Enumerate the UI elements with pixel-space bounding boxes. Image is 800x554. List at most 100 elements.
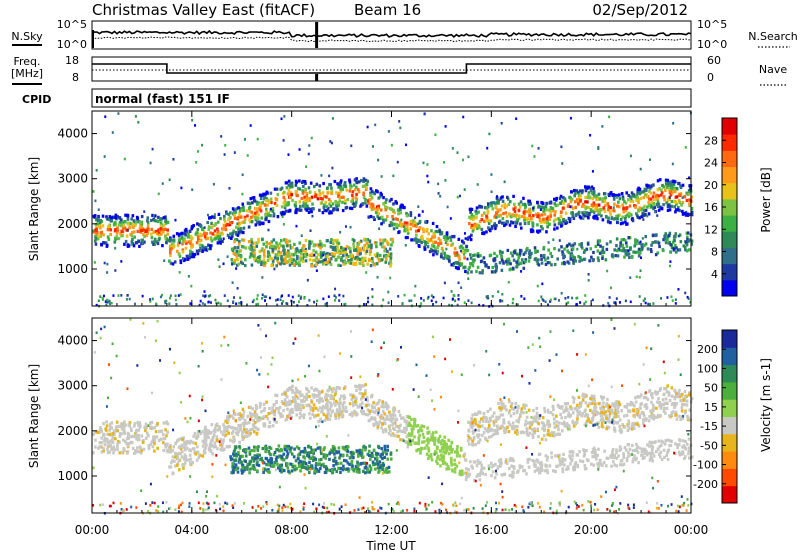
heatmap-cell bbox=[613, 301, 616, 304]
heatmap-cell bbox=[342, 248, 346, 252]
heatmap-cell bbox=[301, 259, 305, 263]
heatmap-cell bbox=[235, 267, 238, 270]
heatmap-cell bbox=[234, 246, 237, 250]
heatmap-cell bbox=[421, 440, 424, 444]
heatmap-cell bbox=[576, 212, 579, 216]
heatmap-cell bbox=[417, 429, 420, 433]
heatmap-cell bbox=[669, 243, 672, 247]
heatmap-cell bbox=[427, 456, 430, 461]
heatmap-cell bbox=[627, 421, 631, 425]
heatmap-cell bbox=[146, 216, 150, 220]
heatmap-cell bbox=[333, 299, 336, 302]
heatmap-cell bbox=[567, 261, 571, 265]
heatmap-cell bbox=[135, 449, 139, 453]
heatmap-cell bbox=[441, 438, 444, 443]
heatmap-cell bbox=[223, 217, 226, 221]
heatmap-cell bbox=[239, 227, 243, 231]
heatmap-cell bbox=[299, 399, 303, 403]
heatmap-cell bbox=[607, 205, 611, 209]
heatmap-cell bbox=[172, 238, 176, 242]
heatmap-cell bbox=[286, 254, 290, 258]
heatmap-cell bbox=[248, 255, 252, 259]
heatmap-cell bbox=[509, 414, 513, 418]
heatmap-cell bbox=[616, 217, 619, 221]
heatmap-cell bbox=[471, 413, 474, 417]
heatmap-cell bbox=[198, 239, 201, 243]
heatmap-cell bbox=[358, 386, 362, 390]
heatmap-cell bbox=[528, 255, 532, 260]
heatmap-cell bbox=[255, 244, 259, 248]
heatmap-cell bbox=[628, 215, 631, 219]
heatmap-cell bbox=[114, 213, 118, 217]
heatmap-cell bbox=[647, 203, 651, 207]
heatmap-cell bbox=[256, 294, 259, 297]
heatmap-cell bbox=[364, 251, 368, 255]
heatmap-cell bbox=[564, 405, 568, 410]
heatmap-cell bbox=[424, 220, 427, 224]
heatmap-cell bbox=[417, 440, 421, 444]
heatmap-cell bbox=[609, 192, 612, 196]
heatmap-cell bbox=[105, 424, 109, 428]
heatmap-cell bbox=[552, 407, 555, 412]
noise-right-tick-bottom: 10^0 bbox=[697, 38, 727, 51]
heatmap-cell bbox=[250, 237, 253, 242]
heatmap-cell bbox=[438, 434, 442, 438]
heatmap-cell bbox=[299, 255, 302, 259]
heatmap-cell bbox=[258, 222, 261, 226]
heatmap-cell bbox=[304, 255, 308, 259]
heatmap-cell bbox=[405, 228, 408, 232]
heatmap-cell bbox=[651, 241, 654, 245]
heatmap-cell bbox=[124, 213, 127, 217]
heatmap-cell bbox=[441, 461, 445, 466]
heatmap-cell bbox=[248, 209, 251, 213]
heatmap-cell bbox=[217, 301, 220, 305]
heatmap-cell bbox=[686, 213, 690, 217]
heatmap-cell bbox=[572, 258, 575, 263]
heatmap-cell bbox=[641, 421, 645, 426]
heatmap-cell bbox=[542, 253, 546, 258]
heatmap-cell bbox=[318, 406, 322, 410]
heatmap-cell bbox=[253, 199, 257, 203]
heatmap-cell bbox=[399, 220, 402, 225]
heatmap-cell bbox=[687, 239, 690, 243]
heatmap-cell bbox=[351, 414, 354, 418]
heatmap-cell bbox=[246, 214, 249, 218]
heatmap-cell bbox=[236, 216, 240, 220]
heatmap-cell bbox=[265, 240, 268, 244]
heatmap-cell bbox=[637, 424, 641, 428]
heatmap-cell bbox=[426, 431, 430, 435]
heatmap-cell bbox=[359, 404, 363, 408]
heatmap-cell bbox=[518, 248, 522, 252]
heatmap-cell bbox=[311, 214, 314, 218]
heatmap-cell bbox=[428, 438, 432, 442]
heatmap-cell bbox=[476, 254, 480, 258]
heatmap-cell bbox=[333, 294, 336, 298]
heatmap-cell bbox=[685, 198, 689, 203]
heatmap-cell bbox=[474, 442, 477, 447]
heatmap-cell bbox=[324, 302, 327, 306]
heatmap-cell bbox=[257, 240, 260, 244]
heatmap-cell bbox=[287, 243, 290, 248]
heatmap-cell bbox=[501, 250, 504, 255]
heatmap-cell bbox=[394, 217, 398, 221]
heatmap-cell bbox=[613, 427, 616, 432]
heatmap-cell bbox=[288, 191, 292, 195]
heatmap-cell bbox=[498, 406, 501, 410]
heatmap-cell bbox=[612, 195, 616, 199]
heatmap-cell bbox=[475, 412, 479, 417]
heatmap-cell bbox=[333, 252, 336, 256]
heatmap-cell bbox=[225, 427, 229, 432]
heatmap-cell bbox=[283, 198, 287, 202]
heatmap-cell bbox=[499, 196, 503, 200]
heatmap-cell bbox=[240, 302, 243, 305]
heatmap-cell bbox=[316, 408, 320, 412]
heatmap-cell bbox=[545, 221, 549, 225]
heatmap-cell bbox=[219, 216, 222, 221]
noise-sky-label: N.Sky bbox=[11, 30, 43, 43]
heatmap-cell bbox=[478, 438, 482, 442]
heatmap-cell bbox=[503, 206, 507, 210]
heatmap-cell bbox=[150, 236, 154, 240]
heatmap-cell bbox=[686, 231, 690, 235]
heatmap-cell bbox=[540, 213, 544, 217]
heatmap-cell bbox=[232, 300, 235, 303]
